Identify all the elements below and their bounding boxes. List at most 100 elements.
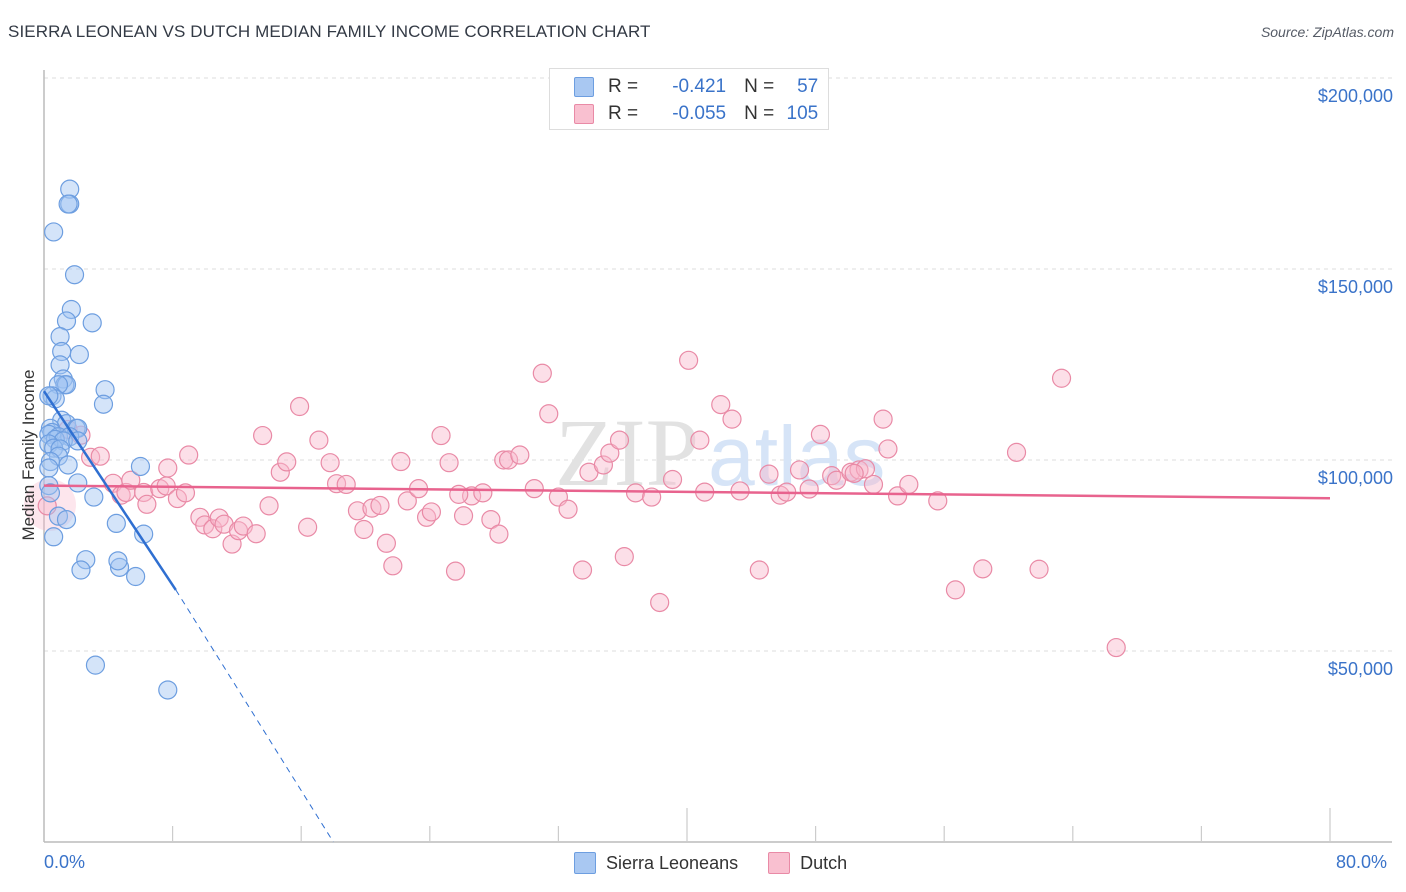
trend-lines [42, 390, 1331, 843]
data-point [69, 344, 89, 365]
data-point [973, 559, 993, 579]
data-point [336, 474, 356, 495]
data-point [179, 445, 199, 465]
r-value: -0.421 [672, 76, 727, 97]
x-tick-max: 80.0% [1336, 852, 1388, 872]
data-point [873, 409, 893, 429]
data-point [826, 470, 847, 490]
data-point [439, 453, 459, 473]
data-point [93, 394, 114, 414]
data-point [600, 443, 620, 463]
data-point [90, 446, 110, 466]
data-point [899, 474, 919, 495]
legend-label: Dutch [800, 852, 848, 873]
data-point [108, 551, 128, 571]
data-point [44, 222, 64, 242]
data-point [203, 519, 223, 539]
data-point [481, 509, 501, 530]
data-point [421, 502, 442, 522]
data-point [298, 517, 318, 537]
y-axis-label: Median Family Income [19, 369, 38, 541]
data-point [253, 425, 273, 446]
data-point [130, 456, 151, 477]
data-point [614, 547, 634, 567]
data-point [810, 424, 831, 445]
data-point [722, 409, 742, 429]
sierra-leonean-trend-extension [175, 589, 334, 843]
data-point [246, 524, 266, 544]
y-tick-150000: $150,000 [1317, 277, 1393, 297]
legend-item-sierra-leoneans[interactable]: Sierra Leoneans [574, 852, 738, 874]
data-point [95, 380, 115, 400]
data-point [572, 560, 593, 580]
data-point [50, 439, 70, 459]
data-point [137, 494, 157, 514]
data-point [126, 566, 146, 587]
data-point [376, 533, 396, 553]
data-point [855, 459, 876, 479]
data-point [473, 483, 493, 503]
pink-swatch-icon [768, 852, 791, 874]
data-point [289, 396, 310, 417]
data-point [134, 482, 154, 503]
data-point [609, 430, 630, 450]
data-point [85, 655, 106, 675]
n-value: 57 [797, 76, 819, 97]
data-point [56, 375, 77, 395]
data-point [799, 479, 819, 499]
r-value: -0.055 [672, 103, 727, 124]
data-point [56, 509, 77, 530]
blue-swatch-icon [574, 77, 594, 97]
data-point [662, 469, 683, 490]
data-point [58, 194, 78, 214]
data-point [320, 453, 340, 473]
chart-title: SIERRA LEONEAN VS DUTCH MEDIAN FAMILY IN… [8, 22, 651, 41]
data-point [383, 556, 403, 576]
data-point [277, 452, 297, 472]
data-point [68, 473, 88, 493]
sierra-leonean-points [39, 179, 178, 700]
legend-item-dutch[interactable]: Dutch [768, 852, 847, 874]
data-point [711, 395, 731, 415]
y-tick-100000: $100,000 [1317, 468, 1393, 488]
data-point [370, 495, 390, 516]
data-point [40, 483, 61, 503]
pink-swatch-icon [574, 104, 594, 124]
data-point [1106, 637, 1126, 658]
legend: Sierra Leoneans Dutch [574, 852, 877, 874]
data-point [524, 479, 544, 499]
data-point [887, 486, 908, 506]
data-point [109, 557, 130, 577]
correlation-stats-box: R = -0.421 N = 57 R = -0.055 N = 105 [549, 68, 829, 130]
data-point [397, 491, 417, 511]
stats-row-sierra-leoneans: R = -0.421 N = 57 [574, 75, 818, 99]
data-point [82, 313, 102, 333]
data-point [84, 487, 104, 507]
data-point [453, 506, 474, 526]
source-credit: Source: ZipAtlas.com [1260, 24, 1394, 40]
data-point [449, 484, 469, 504]
data-point [558, 499, 578, 519]
data-point [50, 327, 70, 347]
data-point [844, 463, 864, 483]
y-tick-200000: $200,000 [1317, 86, 1393, 106]
data-point [945, 580, 966, 600]
data-point [789, 460, 810, 480]
blue-swatch-icon [574, 852, 596, 874]
data-point [106, 513, 126, 534]
data-point [175, 483, 196, 503]
data-point [76, 550, 96, 570]
n-value: 105 [786, 103, 819, 124]
data-point [1051, 368, 1072, 388]
sierra-leonean-trend-line [42, 390, 177, 591]
data-point [391, 451, 411, 472]
data-point [730, 481, 750, 501]
r-label: R = [608, 76, 639, 97]
data-point [61, 299, 81, 320]
data-point [158, 680, 178, 700]
data-point [309, 430, 329, 450]
data-point [50, 355, 70, 375]
data-point [510, 445, 530, 465]
data-point [354, 519, 374, 540]
